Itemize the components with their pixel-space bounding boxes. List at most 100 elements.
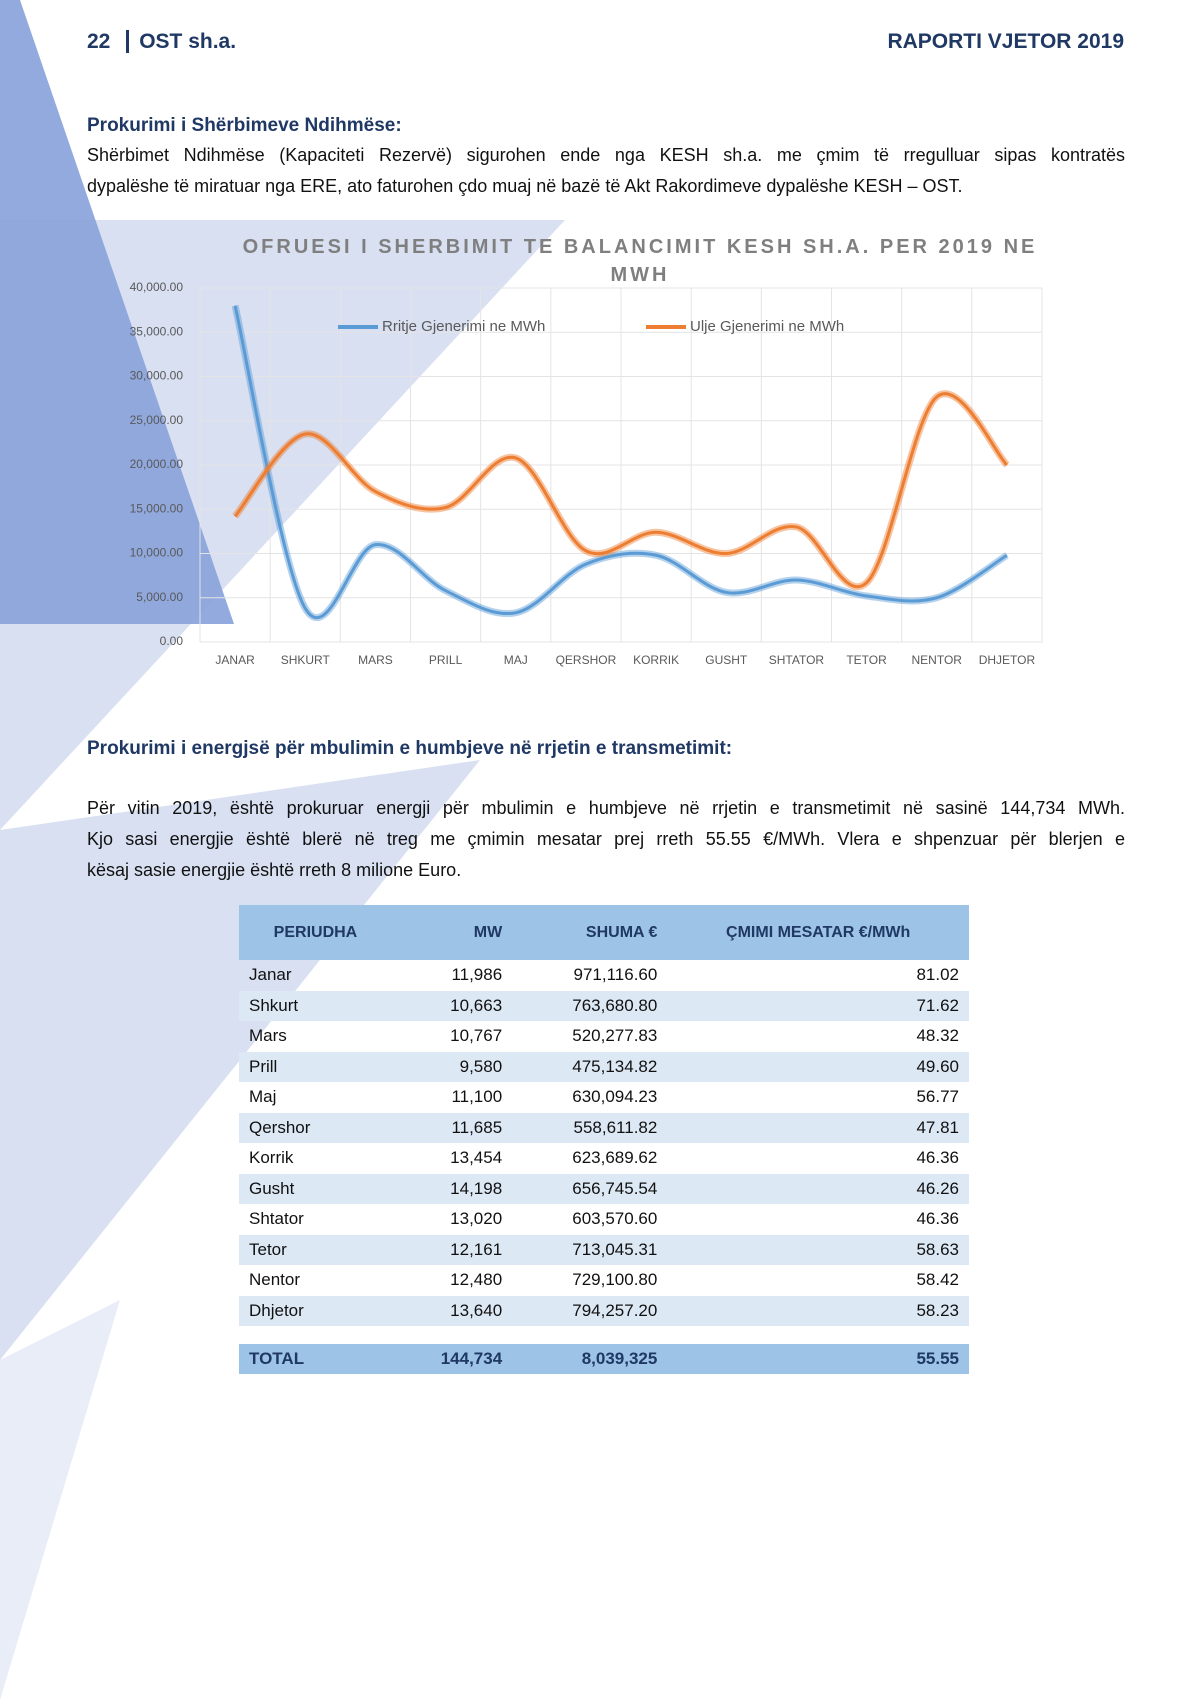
table-cell: 58.23 xyxy=(667,1295,969,1326)
table-cell: 558,611.82 xyxy=(512,1112,668,1143)
table-cell: 49.60 xyxy=(667,1051,969,1082)
table-row: Nentor 12,480 729,100.80 58.42 xyxy=(239,1265,969,1296)
header-cell: PERIUDHA xyxy=(239,905,392,960)
decor-triangle xyxy=(0,220,565,830)
table-cell: 12,480 xyxy=(450,1270,503,1290)
table-row: Qershor 11,685 558,611.82 47.81 xyxy=(239,1112,969,1143)
table-cell: Prill xyxy=(239,1051,392,1082)
table-cell: Janar xyxy=(249,965,292,985)
text-line: kësaj sasie energjie është rreth 8 milio… xyxy=(87,860,462,880)
table-cell: 71.62 xyxy=(667,990,969,1021)
table-row: Shtator 13,020 603,570.60 46.36 xyxy=(239,1204,969,1235)
table-cell: 81.02 xyxy=(916,965,959,985)
page-number-org: 22 OST sh.a. xyxy=(87,30,237,53)
chart-title: OFRUESI I SHERBIMIT TE BALANCIMIT KESH S… xyxy=(243,236,1038,286)
spacer-row xyxy=(239,1326,969,1344)
table-cell: 10,663 xyxy=(391,990,513,1021)
y-tick-label: 35,000.00 xyxy=(130,324,184,338)
series-line xyxy=(233,305,1008,620)
table-row: Tetor 12,161 713,045.31 58.63 xyxy=(239,1234,969,1265)
table-cell: 520,277.83 xyxy=(572,1026,658,1046)
legend-label: Rritje Gjenerimi ne MWh xyxy=(382,318,545,335)
x-tick-label: KORRIK xyxy=(633,653,679,667)
x-tick-label: DHJETOR xyxy=(979,653,1036,667)
table-row: Dhjetor 13,640 794,257.20 58.23 xyxy=(239,1295,969,1326)
table-cell: Shtator xyxy=(249,1209,304,1229)
table-cell: 971,116.60 xyxy=(573,965,658,985)
table-cell: 11,685 xyxy=(391,1112,513,1143)
table-cell: 46.36 xyxy=(916,1209,959,1229)
x-tick-label: PRILL xyxy=(429,653,463,667)
y-tick-label: 15,000.00 xyxy=(130,501,184,515)
x-tick-label: TETOR xyxy=(846,653,887,667)
table-cell: 46.36 xyxy=(916,1148,959,1168)
table-cell: 46.26 xyxy=(667,1173,969,1204)
table-cell: 794,257.20 xyxy=(512,1295,668,1326)
table-cell: 58.42 xyxy=(916,1270,959,1290)
text-line: Shërbimet Ndihmëse (Kapaciteti Rezervë) … xyxy=(87,145,1125,165)
decor-triangle xyxy=(0,0,234,624)
total-cell: TOTAL xyxy=(239,1344,392,1374)
table-cell: 13,020 xyxy=(450,1209,503,1229)
text-line: Për vitin 2019, është prokuruar energji … xyxy=(87,798,1125,818)
header-row: PERIUDHA MW SHUMA € ÇMIMI MESATAR €/MWh xyxy=(239,905,969,960)
report-title: RAPORTI VJETOR 2019 xyxy=(887,30,1124,53)
x-tick-label: QERSHOR xyxy=(556,653,617,667)
table-cell: Nentor xyxy=(249,1270,301,1290)
total-row: TOTAL 144,734 8,039,325 55.55 xyxy=(239,1344,969,1374)
spacer xyxy=(239,1326,969,1344)
table-cell: 13,454 xyxy=(450,1148,503,1168)
table-cell: 623,689.62 xyxy=(572,1148,658,1168)
table-cell: 48.32 xyxy=(916,1026,959,1046)
paragraph: Shërbimet Ndihmëse (Kapaciteti Rezervë) … xyxy=(87,140,1125,202)
legend-label: Ulje Gjenerimi ne MWh xyxy=(690,318,844,335)
table-cell: 11,100 xyxy=(451,1087,503,1107)
x-tick-label: GUSHT xyxy=(705,653,748,667)
y-tick-label: 30,000.00 xyxy=(130,369,184,383)
text-line: dypalëshe të miratuar nga ERE, ato fatur… xyxy=(87,176,963,196)
table-cell: 12,161 xyxy=(391,1234,513,1265)
table-cell: Gusht xyxy=(239,1173,392,1204)
table-cell: 58.63 xyxy=(667,1234,969,1265)
y-tick-label: 5,000.00 xyxy=(136,590,183,604)
y-tick-label: 0.00 xyxy=(160,634,184,648)
table-row: Janar 11,986 971,116.60 81.02 xyxy=(239,960,969,991)
table-row: Korrik 13,454 623,689.62 46.36 xyxy=(239,1143,969,1174)
y-tick-label: 20,000.00 xyxy=(130,457,184,471)
table-cell: 47.81 xyxy=(667,1112,969,1143)
total-cell: 55.55 xyxy=(667,1344,969,1374)
table-cell: 56.77 xyxy=(916,1087,959,1107)
series-line xyxy=(233,392,1009,588)
table-cell: Korrik xyxy=(249,1148,294,1168)
x-tick-label: SHTATOR xyxy=(769,653,825,667)
total-cell: 144,734 xyxy=(391,1344,513,1374)
table-cell: Tetor xyxy=(239,1234,392,1265)
table-row: Mars 10,767 520,277.83 48.32 xyxy=(239,1021,969,1052)
y-tick-label: 25,000.00 xyxy=(130,413,184,427)
paragraph: Për vitin 2019, është prokuruar energji … xyxy=(87,793,1125,886)
header-cell: MW xyxy=(391,905,513,960)
table-cell: 729,100.80 xyxy=(572,1270,658,1290)
x-tick-label: JANAR xyxy=(215,653,255,667)
header-cell: ÇMIMI MESATAR €/MWh xyxy=(667,905,969,960)
y-tick-label: 40,000.00 xyxy=(130,280,184,294)
table-cell: 13,640 xyxy=(391,1295,513,1326)
table-cell: 475,134.82 xyxy=(512,1051,668,1082)
table-cell: 14,198 xyxy=(391,1173,513,1204)
table-row: Shkurt 10,663 763,680.80 71.62 xyxy=(239,990,969,1021)
table-cell: 713,045.31 xyxy=(512,1234,668,1265)
table-cell: Mars xyxy=(249,1026,287,1046)
table-cell: Shkurt xyxy=(239,990,392,1021)
section-heading: Prokurimi i energjsë për mbulimin e humb… xyxy=(87,738,733,759)
table-cell: 10,767 xyxy=(450,1026,503,1046)
table-cell: 11,986 xyxy=(451,965,503,985)
header-cell: SHUMA € xyxy=(512,905,668,960)
table-cell: 763,680.80 xyxy=(512,990,668,1021)
table-cell: 9,580 xyxy=(391,1051,513,1082)
table-row: Gusht 14,198 656,745.54 46.26 xyxy=(239,1173,969,1204)
x-tick-label: NENTOR xyxy=(912,653,963,667)
table-cell: 656,745.54 xyxy=(512,1173,668,1204)
chart: 0.00 5,000.00 10,000.00 15,000.00 20,000.00 2… xyxy=(130,236,1043,667)
table-cell: Qershor xyxy=(239,1112,392,1143)
